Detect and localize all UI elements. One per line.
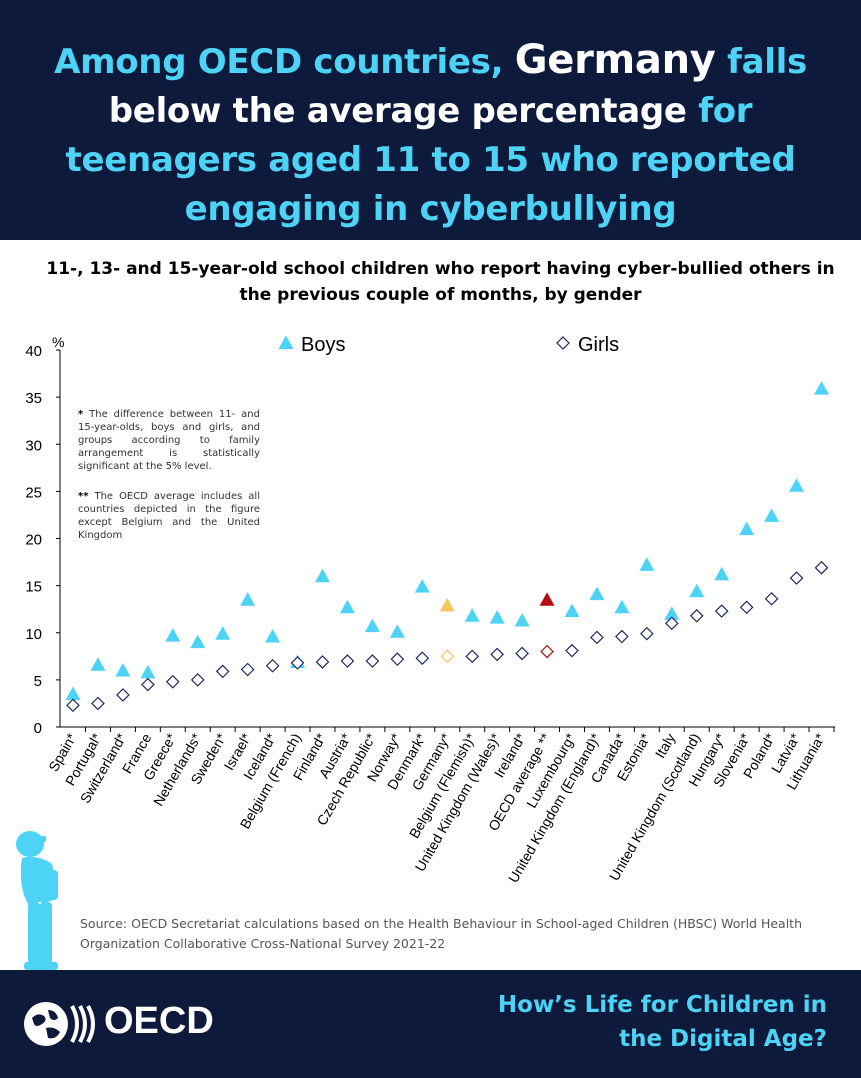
girls-marker (615, 629, 629, 644)
child-silhouette-icon (16, 831, 58, 970)
header-banner: Among OECD countries, Germany falls belo… (0, 0, 861, 240)
boys-marker (165, 628, 181, 642)
girls-marker (340, 654, 355, 668)
girls-marker (141, 677, 155, 692)
girls-marker (440, 649, 455, 664)
boys-marker (115, 662, 131, 677)
girls-marker (315, 655, 330, 669)
girls-marker (764, 591, 779, 606)
y-tick-label: 5 (34, 673, 42, 690)
boys-marker (315, 568, 330, 583)
boys-marker (414, 579, 430, 593)
footnote-significance: * The difference between 11- and 15-year… (78, 408, 260, 473)
boys-marker (514, 612, 530, 627)
headline-part-5: for teenagers aged 11 to 15 who reported… (65, 91, 796, 229)
girls-marker (390, 652, 405, 666)
footnote-mark-2: ** (78, 491, 89, 502)
girls-marker (190, 673, 205, 687)
girls-marker (91, 696, 105, 711)
boys-marker (539, 592, 555, 606)
girls-marker (365, 654, 380, 668)
boys-marker (215, 626, 231, 640)
girls-marker (415, 651, 430, 666)
boys-marker (564, 603, 580, 618)
boys-marker (614, 599, 630, 614)
girls-marker (66, 698, 80, 713)
footnote-oecd-average: ** The OECD average includes all countri… (78, 490, 260, 542)
boys-marker (389, 624, 405, 638)
y-tick-label: 30 (25, 437, 42, 454)
girls-marker (465, 649, 480, 664)
girls-marker (689, 608, 704, 623)
girls-marker (789, 571, 804, 585)
y-tick-label: 40 (25, 343, 42, 360)
girls-marker (290, 656, 305, 670)
boys-marker (265, 629, 281, 643)
boys-marker (339, 599, 355, 614)
boys-marker (689, 583, 705, 598)
y-tick-label: 0 (34, 720, 42, 737)
boys-marker (464, 608, 480, 622)
legend-girls-label: Girls (578, 334, 619, 356)
y-tick-label: 20 (25, 532, 42, 549)
boys-marker (739, 521, 755, 536)
boys-marker (764, 508, 780, 522)
boys-marker (789, 478, 805, 492)
girls-marker (565, 643, 579, 658)
girls-marker (265, 658, 280, 673)
series-girls (66, 560, 829, 713)
boys-marker (589, 586, 605, 601)
girls-marker (490, 647, 504, 662)
girls-marker (664, 616, 679, 631)
scatter-chart: 0510152025303540%Spain*Portugal*Switzerl… (25, 334, 835, 885)
footnote-mark-1: * (78, 409, 84, 420)
headline-part-1: Among OECD countries, (54, 42, 515, 82)
girls-marker (540, 644, 554, 659)
legend-boys-marker (278, 335, 294, 349)
girls-marker (215, 664, 230, 679)
girls-marker (739, 600, 754, 615)
footnote-text-2: The OECD average includes all countries … (78, 491, 260, 541)
legend-boys-label: Boys (301, 334, 345, 356)
oecd-globe-icon (24, 1002, 95, 1046)
girls-marker (116, 688, 130, 702)
boys-marker (664, 606, 680, 620)
boys-marker (714, 566, 730, 581)
boys-marker (90, 657, 106, 671)
boys-marker (140, 664, 156, 679)
boys-marker (364, 618, 380, 633)
boys-marker (240, 592, 256, 606)
footnote-text-1: The difference between 11- and 15-year-o… (78, 409, 260, 472)
girls-marker (240, 662, 255, 677)
source-note: Source: OECD Secretariat calculations ba… (80, 916, 802, 951)
girls-marker (590, 630, 604, 645)
boys-marker (190, 634, 206, 649)
boys-marker (65, 686, 81, 701)
chart-title: 11-, 13- and 15-year-old school children… (46, 259, 835, 305)
footer-banner: OECD How’s Life for Children in the Digi… (0, 970, 861, 1078)
footer-title: How’s Life for Children in the Digital A… (497, 992, 827, 1052)
boys-marker (489, 610, 505, 624)
boys-marker (439, 597, 455, 612)
y-tick-label: 25 (25, 484, 42, 501)
headline-part-2: Germany (514, 37, 716, 83)
y-axis-unit-label: % (52, 334, 64, 350)
boys-marker (814, 381, 829, 395)
oecd-logo-text: OECD (104, 1000, 214, 1042)
girls-marker (165, 674, 180, 689)
legend-girls-marker (556, 336, 570, 350)
girls-marker (814, 560, 829, 575)
headline-part-3: falls (715, 42, 807, 82)
boys-marker (639, 557, 655, 571)
series-boys (65, 381, 829, 701)
girls-marker (714, 604, 729, 618)
girls-marker (640, 626, 654, 641)
headline: Among OECD countries, Germany falls belo… (20, 36, 841, 234)
girls-marker (515, 646, 529, 661)
y-tick-label: 15 (25, 579, 42, 596)
headline-part-4: below the average percentage (108, 91, 687, 131)
y-tick-label: 35 (25, 390, 42, 407)
y-tick-label: 10 (25, 626, 42, 643)
oecd-logo: OECD (22, 998, 242, 1050)
